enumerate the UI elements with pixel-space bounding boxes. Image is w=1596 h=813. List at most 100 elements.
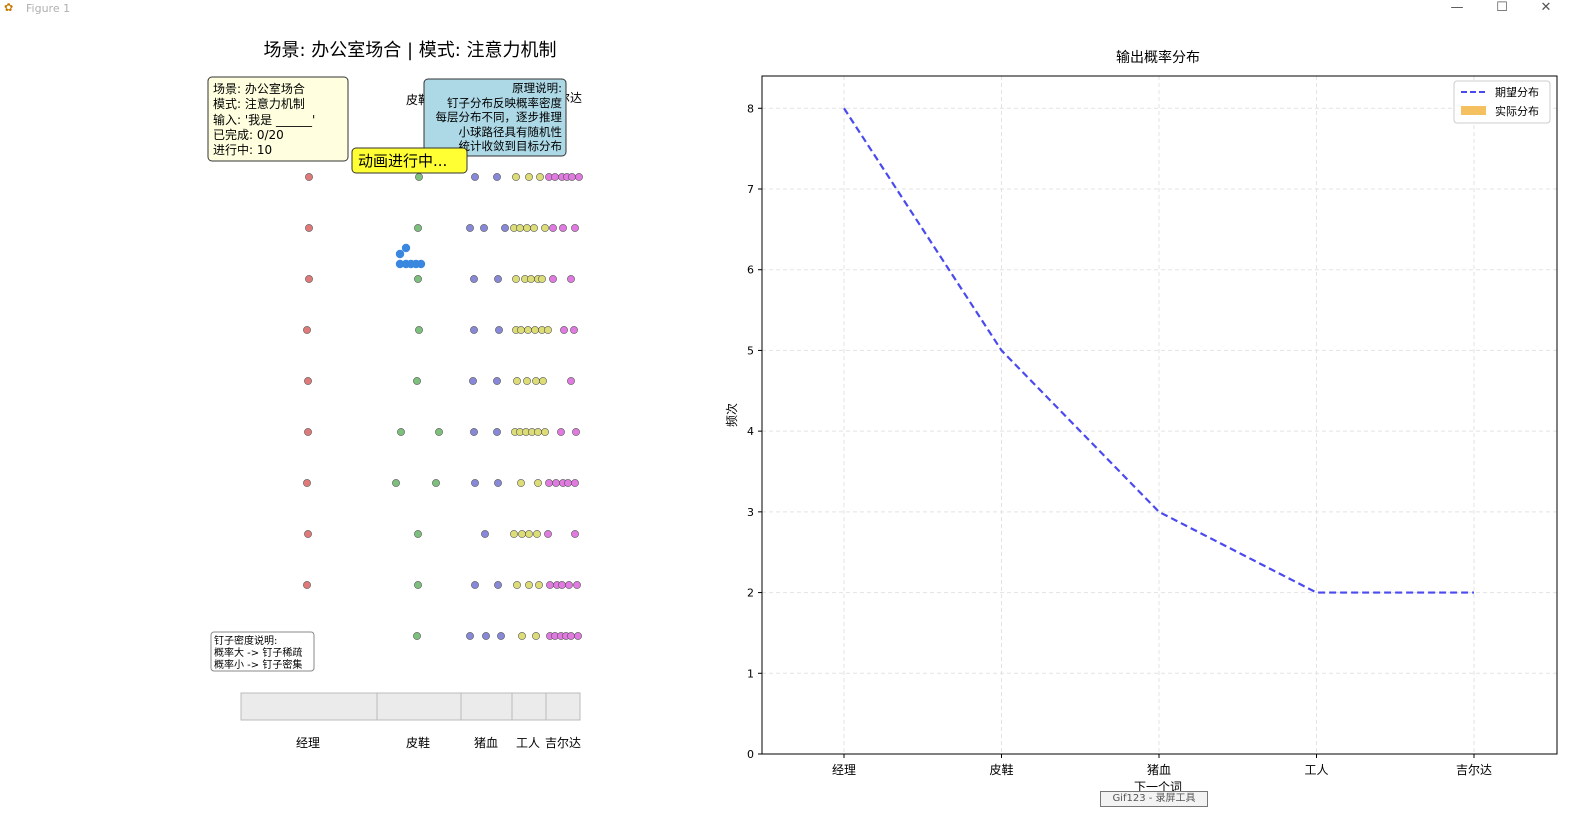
output-distribution-chart: 输出概率分布 0 1 2 3 4 5 6 7 8 经理 皮鞋 猪血 工人 吉尔达 下一个词 频次 期望分…	[725, 49, 1558, 794]
x-tick-label: 猪血	[1147, 763, 1171, 777]
peg	[525, 581, 533, 589]
figure-app-icon: ✿	[4, 1, 14, 14]
peg	[414, 581, 422, 589]
y-tick-label: 1	[747, 667, 754, 680]
y-tick-label: 5	[747, 344, 754, 357]
peg-field	[303, 173, 583, 640]
x-axis-ticks: 经理 皮鞋 猪血 工人 吉尔达	[832, 754, 1492, 777]
peg	[413, 632, 421, 640]
peg	[495, 326, 503, 334]
chart-grid	[762, 76, 1557, 755]
y-tick-label: 8	[747, 102, 754, 115]
x-tick-label: 工人	[1304, 763, 1328, 777]
peg	[527, 275, 535, 283]
peg	[512, 275, 520, 283]
peg	[471, 479, 479, 487]
peg	[494, 479, 502, 487]
peg	[414, 224, 422, 232]
peg	[494, 581, 502, 589]
chart-title: 输出概率分布	[1116, 49, 1200, 66]
peg	[523, 224, 531, 232]
peg	[482, 632, 490, 640]
peg	[469, 377, 477, 385]
peg	[414, 275, 422, 283]
minimize-button[interactable]: —	[1450, 0, 1464, 15]
peg	[575, 173, 583, 181]
peg	[539, 377, 547, 385]
peg	[303, 479, 311, 487]
plot-frame	[761, 75, 1558, 755]
peg	[565, 581, 573, 589]
peg	[574, 632, 582, 640]
recorder-watermark: Gif123 - 录屏工具	[1100, 791, 1208, 807]
y-tick-label: 2	[747, 587, 754, 600]
peg	[493, 428, 501, 436]
peg	[552, 479, 560, 487]
peg	[558, 581, 566, 589]
y-tick-label: 0	[747, 748, 754, 761]
galton-board-panel: 场景: 办公室场合 | 模式: 注意力机制 皮鞋 猪血 吉尔达 场景: 办公室场…	[207, 40, 583, 750]
peg	[544, 326, 552, 334]
peg	[538, 275, 546, 283]
close-button[interactable]: ✕	[1540, 0, 1552, 15]
peg	[304, 428, 312, 436]
density-note-line: 钉子密度说明:	[214, 634, 277, 647]
info-line: 输入: '我是 ______'	[213, 112, 315, 127]
peg	[513, 377, 521, 385]
series-line-expected	[843, 107, 1474, 594]
bin	[460, 692, 513, 721]
peg	[470, 326, 478, 334]
peg	[568, 173, 576, 181]
bin-label: 工人	[516, 736, 540, 750]
x-tick-label: 皮鞋	[989, 762, 1013, 777]
x-tick-label: 吉尔达	[1456, 762, 1492, 777]
peg	[415, 326, 423, 334]
bin	[240, 692, 378, 721]
info-box	[207, 76, 349, 162]
peg	[545, 479, 553, 487]
y-tick-label: 6	[747, 264, 754, 277]
peg	[518, 530, 526, 538]
peg	[304, 377, 312, 385]
principle-box	[423, 78, 567, 157]
info-box-text: 场景: 办公室场合 模式: 注意力机制 输入: '我是 ______' 已完成:…	[213, 81, 315, 157]
peg	[471, 173, 479, 181]
peg	[541, 224, 549, 232]
peg	[534, 479, 542, 487]
ball	[401, 243, 411, 253]
peg	[512, 173, 520, 181]
maximize-button[interactable]: ☐	[1496, 0, 1508, 15]
principle-line: 原理说明:	[512, 81, 562, 95]
bin-labels: 经理 皮鞋 猪血 工人 吉尔达	[296, 735, 581, 750]
ball	[416, 259, 426, 269]
peg	[435, 428, 443, 436]
peg	[397, 428, 405, 436]
peg	[533, 530, 541, 538]
peg	[305, 275, 313, 283]
principle-line: 每层分布不同，逐步推理	[436, 110, 563, 124]
peg	[571, 224, 579, 232]
info-line: 进行中: 10	[213, 142, 272, 157]
peg	[413, 377, 421, 385]
y-tick-label: 7	[747, 183, 754, 196]
peg	[466, 224, 474, 232]
peg	[546, 581, 554, 589]
peg	[392, 479, 400, 487]
peg	[501, 224, 509, 232]
peg	[531, 326, 539, 334]
peg	[517, 326, 525, 334]
x-tick-label: 经理	[832, 763, 856, 777]
peg	[524, 326, 532, 334]
bin-label: 经理	[296, 736, 320, 750]
peg	[567, 632, 575, 640]
peg	[549, 275, 557, 283]
galton-title: 场景: 办公室场合 | 模式: 注意力机制	[263, 40, 556, 61]
bin	[511, 692, 547, 721]
bin-label: 皮鞋	[406, 735, 430, 750]
peg	[551, 173, 559, 181]
peg	[557, 428, 565, 436]
legend-swatch-actual	[1461, 106, 1486, 115]
bin-label: 吉尔达	[545, 735, 581, 750]
falling-balls	[395, 243, 426, 269]
peg	[305, 173, 313, 181]
